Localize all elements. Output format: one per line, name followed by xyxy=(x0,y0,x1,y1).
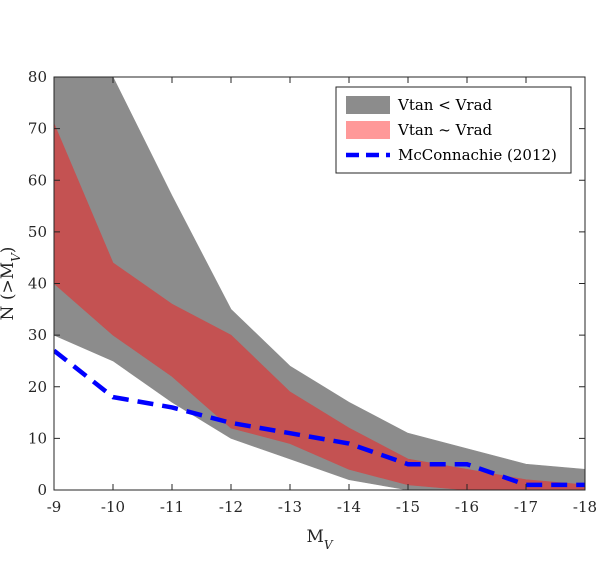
legend-label-1: Vtan ~ Vrad xyxy=(397,121,493,139)
x-tick-label: -17 xyxy=(514,498,538,516)
x-axis-label: MV xyxy=(306,527,333,552)
plot-area xyxy=(54,77,585,490)
y-axis-label-close: ) xyxy=(0,247,18,254)
y-tick-label: 60 xyxy=(28,171,47,189)
x-tick-label: -9 xyxy=(47,498,62,516)
y-tick-label: 10 xyxy=(28,429,47,447)
y-axis-label: N (>MV) xyxy=(0,247,23,321)
y-tick-label: 80 xyxy=(28,68,47,86)
x-tick-label: -18 xyxy=(573,498,597,516)
series-line-0 xyxy=(54,348,585,488)
y-tick-label: 50 xyxy=(28,223,47,241)
y-axis-label-main: N (>M xyxy=(0,262,18,321)
y-tick-label: 0 xyxy=(37,481,47,499)
y-axis-label-sub: V xyxy=(9,252,23,262)
band-1 xyxy=(54,123,585,490)
legend-label-2: McConnachie (2012) xyxy=(398,146,557,164)
x-tick-label: -10 xyxy=(101,498,125,516)
legend-swatch-0 xyxy=(346,96,390,114)
legend-label-0: Vtan < Vrad xyxy=(397,96,493,114)
legend-swatch-1 xyxy=(346,121,390,139)
x-axis-label-sub: V xyxy=(324,538,334,552)
legend: Vtan < Vrad Vtan ~ Vrad McConnachie (2012) xyxy=(335,86,572,174)
y-tick-label: 30 xyxy=(28,326,47,344)
x-tick-label: -11 xyxy=(160,498,184,516)
x-tick-label: -14 xyxy=(337,498,361,516)
x-axis-label-main: M xyxy=(306,527,323,547)
y-tick-label: 20 xyxy=(28,378,47,396)
x-tick-label: -13 xyxy=(278,498,302,516)
y-tick-label: 40 xyxy=(28,275,47,293)
y-tick-label: 70 xyxy=(28,120,47,138)
x-tick-label: -12 xyxy=(219,498,243,516)
axes: -9 -10 -11 -12 -13 -14 -15 -16 -17 -18 0 10 20 30 40 50… xyxy=(0,68,597,552)
x-tick-label: -15 xyxy=(396,498,420,516)
x-tick-label: -16 xyxy=(455,498,479,516)
